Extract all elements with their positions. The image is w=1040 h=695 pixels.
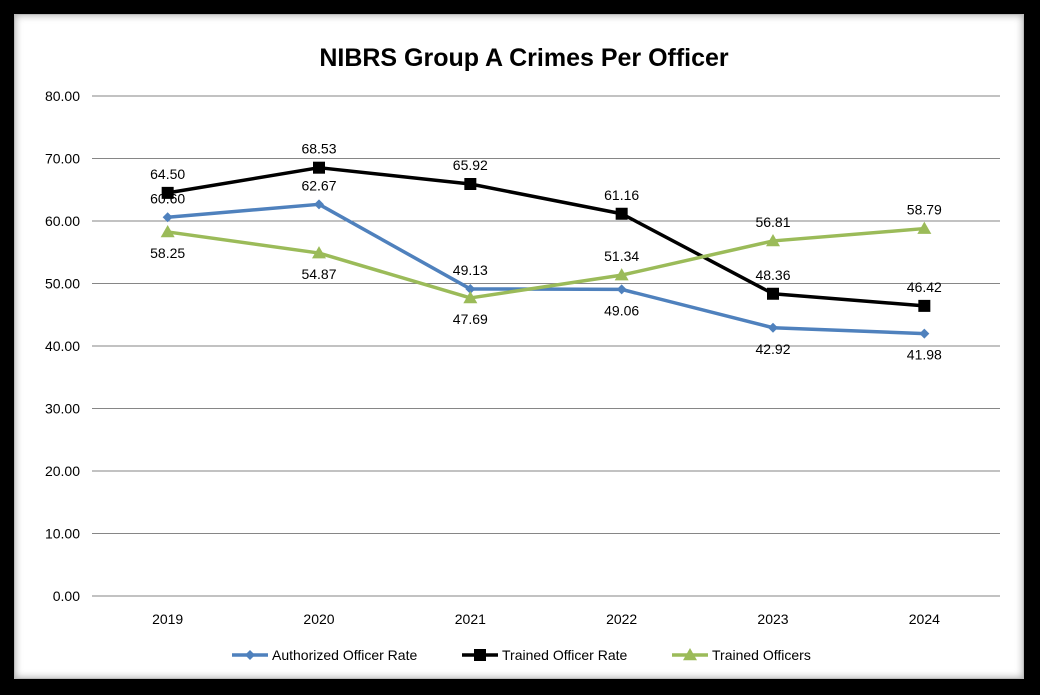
legend-entry-1: Trained Officer Rate	[462, 647, 627, 663]
series-1-point-1	[313, 161, 325, 174]
legend-label-0: Authorized Officer Rate	[272, 647, 417, 663]
series-0	[162, 199, 930, 339]
x-tick-label-2022: 2022	[606, 611, 637, 627]
data-label-2-3: 51.34	[604, 248, 639, 264]
data-label-0-2: 49.13	[453, 262, 488, 278]
legend-swatch-marker-1	[474, 649, 486, 661]
series-0-point-4	[768, 322, 778, 333]
data-label-1-0: 64.50	[150, 166, 185, 182]
series-2	[160, 221, 932, 304]
series-1-point-4	[767, 287, 779, 300]
legend-swatch-marker-2	[683, 648, 697, 661]
series-1-point-2	[464, 178, 477, 190]
legend-entry-0: Authorized Officer Rate	[232, 647, 417, 663]
series-1-point-5	[918, 299, 931, 312]
data-labels: 60.60 62.67 49.13 49.06 42.92 41.98 64.50 68.53…	[150, 141, 942, 363]
series-0-point-5	[919, 328, 930, 339]
series-0-point-1	[314, 199, 324, 210]
y-tick-label-8: 80.00	[45, 88, 80, 104]
series-group	[160, 161, 932, 339]
y-tick-label-1: 10.00	[45, 526, 80, 542]
x-tick-label-2024: 2024	[909, 611, 940, 627]
series-0-point-2	[465, 283, 476, 294]
data-label-2-5: 58.79	[907, 202, 942, 218]
series-2-point-5	[917, 221, 932, 234]
y-tick-label-2: 20.00	[45, 463, 80, 479]
y-tick-label-7: 70.00	[45, 151, 80, 167]
series-line-0	[167, 202, 925, 336]
series-line-2	[167, 226, 925, 300]
series-2-point-0	[160, 224, 175, 238]
y-tick-label-6: 60.00	[45, 213, 80, 229]
chart-title: NIBRS Group A Crimes Per Officer	[319, 44, 729, 72]
data-label-0-4: 42.92	[755, 341, 790, 357]
data-label-1-4: 48.36	[755, 267, 790, 283]
data-label-2-2: 47.69	[453, 311, 488, 327]
series-1	[161, 161, 931, 312]
series-1-point-3	[615, 207, 628, 220]
data-label-0-5: 41.98	[907, 347, 942, 363]
series-0-point-0	[162, 212, 173, 223]
data-label-1-1: 68.53	[301, 141, 336, 157]
series-1-point-0	[161, 186, 174, 199]
series-2-point-4	[766, 233, 780, 247]
data-label-2-1: 54.87	[301, 266, 336, 282]
series-2-point-3	[614, 268, 629, 281]
legend-label-2: Trained Officers	[712, 647, 811, 663]
data-label-1-2: 65.92	[453, 157, 488, 173]
x-tick-label-2019: 2019	[152, 611, 183, 627]
y-axis-ticks: 0.00 10.00 20.00 30.00 40.00 50.00 60.00 70.00 8…	[45, 88, 80, 604]
data-label-1-3: 61.16	[604, 187, 639, 203]
gridlines	[92, 95, 1000, 597]
x-tick-label-2020: 2020	[303, 611, 334, 627]
data-label-0-3: 49.06	[604, 302, 639, 318]
legend-entry-2: Trained Officers	[672, 647, 811, 663]
series-0-point-3	[616, 284, 627, 295]
y-tick-label-4: 40.00	[45, 338, 80, 354]
data-label-2-4: 56.81	[755, 214, 790, 230]
data-label-2-0: 58.25	[150, 245, 185, 261]
y-tick-label-3: 30.00	[45, 401, 80, 417]
series-2-point-1	[312, 246, 326, 259]
legend: Authorized Officer Rate Trained Officer R…	[232, 647, 811, 663]
x-tick-label-2023: 2023	[757, 611, 788, 627]
legend-label-1: Trained Officer Rate	[502, 647, 627, 663]
x-axis-ticks: 2019 2020 2021 2022 2023 2024	[152, 611, 940, 627]
legend-swatch-marker-0	[245, 650, 255, 660]
series-line-1	[167, 165, 925, 308]
x-tick-label-2021: 2021	[455, 611, 486, 627]
y-tick-label-5: 50.00	[45, 276, 80, 292]
series-2-point-2	[463, 290, 478, 304]
y-tick-label-0: 0.00	[53, 588, 80, 604]
data-label-0-1: 62.67	[301, 177, 336, 193]
data-label-0-0: 60.60	[150, 190, 185, 206]
data-label-1-5: 46.42	[907, 279, 942, 295]
